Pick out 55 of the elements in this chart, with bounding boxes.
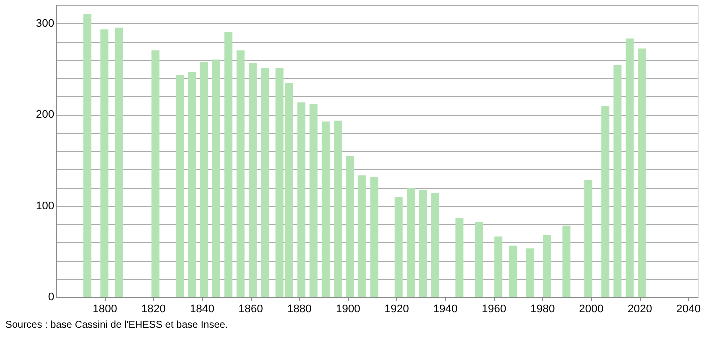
x-tick-label: 1900 [336, 304, 361, 316]
x-tick-label: 2020 [628, 304, 652, 316]
bar [614, 65, 622, 297]
y-tick-label: 0 [48, 292, 54, 304]
bar [188, 72, 196, 297]
bar [261, 68, 270, 297]
bar [84, 14, 92, 297]
x-tick-label: 1840 [190, 304, 215, 316]
bar [584, 180, 593, 297]
bar [602, 106, 610, 297]
bar [370, 177, 379, 297]
bar [543, 234, 552, 297]
x-tick-label: 1800 [92, 304, 118, 316]
y-tick-label: 300 [36, 18, 54, 30]
bar [115, 28, 124, 297]
bar [407, 188, 416, 297]
bar [419, 190, 428, 297]
bar [100, 30, 109, 297]
bar [334, 120, 342, 297]
x-tick-label: 1820 [142, 304, 166, 316]
bar [358, 176, 366, 297]
bar [456, 218, 464, 297]
source-note: Sources : base Cassini de l'EHESS et base Insee. [6, 320, 228, 331]
bar [494, 236, 503, 297]
bar [298, 102, 306, 297]
bar [526, 248, 534, 297]
bar [638, 48, 646, 297]
y-tick-label: 200 [36, 109, 54, 121]
bar [394, 198, 403, 297]
y-tick-label: 100 [36, 200, 54, 212]
x-tick-label: 1960 [482, 304, 506, 316]
bar [562, 226, 571, 297]
bar [346, 156, 354, 297]
bar [248, 63, 257, 297]
x-tick-label: 1880 [287, 304, 312, 316]
bar [509, 246, 518, 297]
bar [475, 222, 484, 297]
bar [276, 68, 284, 297]
bar [224, 32, 233, 297]
bar [200, 62, 208, 297]
bar [322, 122, 330, 297]
x-tick-label: 1920 [384, 304, 410, 316]
bar [236, 50, 245, 297]
bar [310, 104, 318, 297]
bar [431, 192, 440, 297]
x-tick-label: 1860 [238, 304, 264, 316]
bar [176, 75, 184, 297]
x-tick-label: 1940 [433, 304, 458, 316]
bar [152, 50, 160, 297]
x-tick-label: 2000 [579, 304, 604, 316]
bar [285, 83, 294, 297]
x-tick-label: 1980 [530, 304, 556, 316]
x-tick-label: 2040 [676, 304, 702, 316]
bar [212, 60, 220, 297]
bar [626, 38, 634, 297]
